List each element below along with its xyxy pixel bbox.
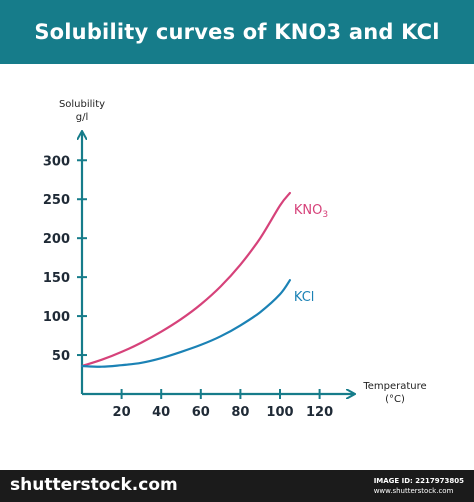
solubility-chart: Solubility g/l Temperature (°C) 20 40 60 80… — [43, 99, 427, 420]
footer-meta: IMAGE ID: 2217973805 www.shutterstock.co… — [374, 476, 464, 496]
kno3-curve — [80, 191, 291, 368]
x-tick-label: 120 — [306, 405, 333, 420]
x-tick-label: 20 — [113, 405, 131, 420]
kno3-series-label: KNO3 — [294, 203, 328, 220]
y-axis-label-line2: g/l — [76, 112, 89, 123]
x-tick-label: 100 — [266, 405, 293, 420]
x-axis-label-line1: Temperature — [362, 381, 426, 392]
kno3-label-subscript: 3 — [322, 210, 328, 220]
footer-site: www.shutterstock.com — [373, 487, 454, 495]
y-tick-label: 200 — [43, 232, 70, 247]
kcl-label-text: KCl — [294, 290, 315, 305]
axis-ticks: 20 40 60 80 100 120 50 100 150 200 250 300 — [43, 154, 333, 420]
title-banner: Solubility curves of KNO3 and KCl — [0, 0, 474, 64]
image-id-label: IMAGE ID: 2217973805 — [373, 477, 464, 485]
x-tick-label: 40 — [152, 405, 170, 420]
watermark-footer: shutterstock.com IMAGE ID: 2217973805 ww… — [0, 470, 474, 502]
page-title: Solubility curves of KNO3 and KCl — [34, 20, 440, 44]
x-tick-label: 80 — [231, 405, 249, 420]
kcl-series-label: KCl — [294, 290, 315, 305]
x-axis-label-line2: (°C) — [385, 394, 405, 405]
kcl-curve — [80, 279, 291, 368]
footer-brand: shutterstock.com — [10, 475, 178, 495]
kno3-label-text: KNO — [294, 203, 322, 218]
chart-area: Solubility g/l Temperature (°C) 20 40 60 80… — [0, 64, 474, 470]
y-tick-label: 50 — [52, 349, 70, 364]
x-tick-label: 60 — [192, 405, 210, 420]
data-series: KNO3 KCl — [80, 191, 328, 368]
y-tick-label: 100 — [43, 310, 70, 325]
y-axis-label-line1: Solubility — [59, 99, 105, 110]
y-tick-label: 300 — [43, 154, 70, 169]
y-tick-label: 250 — [43, 193, 70, 208]
y-tick-label: 150 — [43, 271, 70, 286]
